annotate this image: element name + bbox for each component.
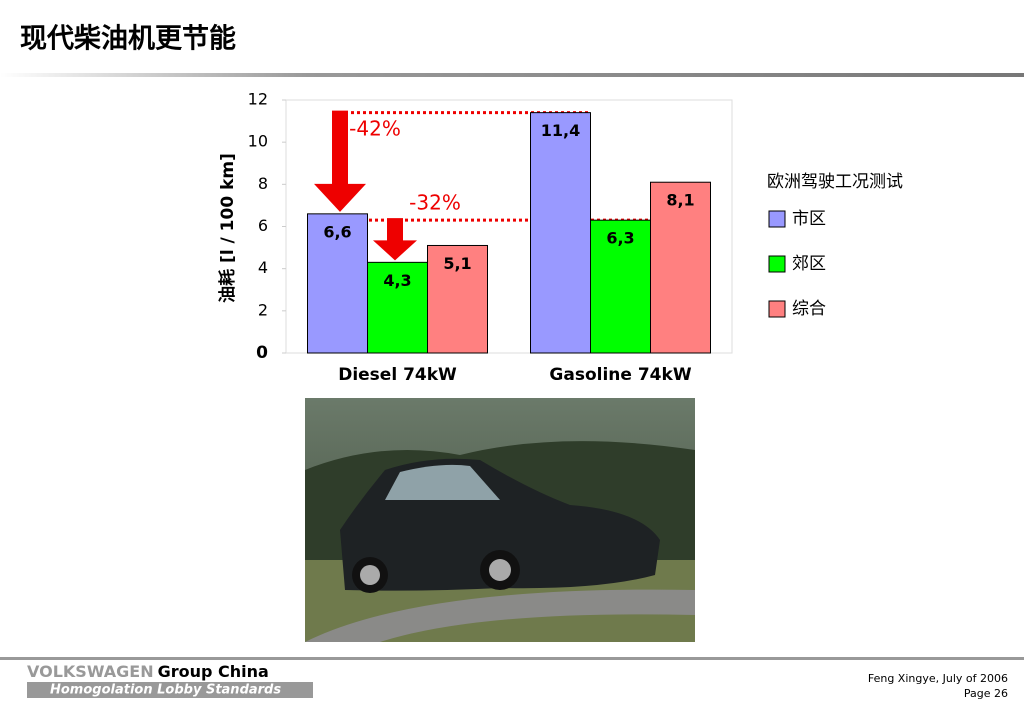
value-label: 4,3 [383,271,411,290]
value-label: 6,3 [606,229,634,248]
value-label: 8,1 [666,191,694,210]
y-axis-label: 油耗 [l / 100 km] [217,153,238,303]
tagline-box [27,682,313,698]
footer-brand: VOLKSWAGEN Group China [27,662,269,681]
bar [427,244,488,354]
annotation: -32% [409,191,461,215]
bar [590,219,651,354]
bar [367,261,428,354]
value-label: 6,6 [323,222,351,241]
header-rule [0,73,1024,77]
y-tick-label: 6 [258,216,268,235]
footer-rule [0,657,1024,660]
value-label: 11,4 [541,121,580,140]
slide-title: 现代柴油机更节能 [20,23,236,55]
legend-swatch [768,300,786,318]
car-photo [305,398,695,642]
x-tick-label: Gasoline 74kW [549,365,691,385]
legend-title: 欧洲驾驶工况测试 [767,172,903,192]
y-tick-label: 2 [258,300,268,319]
footer-author: Feng Xingye, July of 2006 [868,672,1008,685]
bar [650,181,711,354]
annotation: -42% [349,117,401,141]
legend-swatch [768,210,786,228]
legend-swatch [768,255,786,273]
legend-label: 市区 [792,209,826,229]
arrow [373,218,417,261]
footer-page: Page 26 [964,687,1008,700]
y-tick-label: 0 [256,343,268,363]
footer-tagline: Homogolation Lobby Standards [50,683,281,698]
legend-label: 综合 [792,299,826,319]
y-tick-label: 12 [248,90,268,109]
brand: VOLKSWAGEN [27,662,154,681]
legend-label: 郊区 [792,254,826,274]
y-tick-label: 4 [258,258,268,277]
x-tick-label: Diesel 74kW [338,365,457,385]
bar [530,112,591,354]
value-label: 5,1 [443,254,471,273]
bar [307,213,368,354]
brand-suffix: Group China [158,662,269,681]
arrow [314,110,366,212]
y-tick-label: 8 [258,174,268,193]
y-tick-label: 10 [248,132,268,151]
